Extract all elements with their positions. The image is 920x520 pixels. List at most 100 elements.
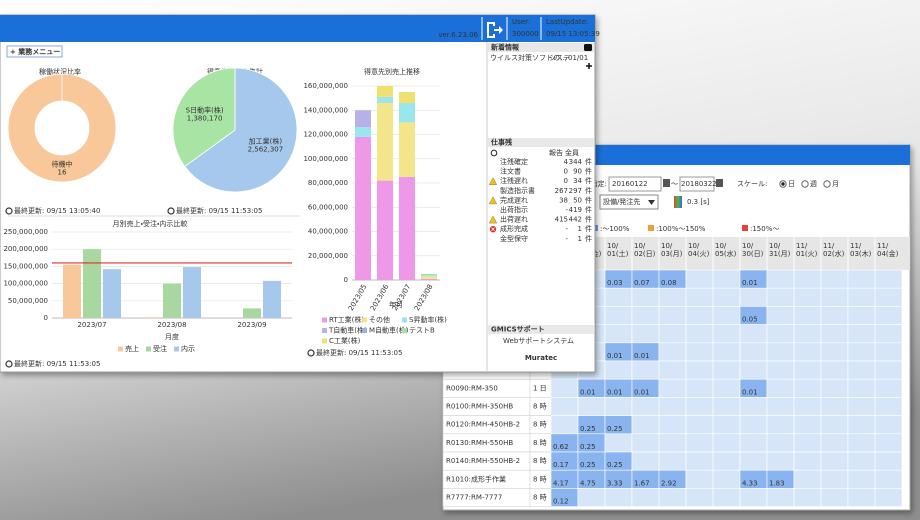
bar [83, 249, 101, 318]
schedule-cell [685, 269, 714, 289]
add-icon[interactable] [586, 63, 592, 69]
schedule-cell [820, 433, 849, 453]
task-name[interactable]: 注文書 [500, 167, 521, 176]
update-label: LastUpdate: [546, 18, 588, 26]
legend-text: :100%～150% [656, 225, 706, 233]
target-select[interactable] [599, 194, 659, 210]
row-name[interactable]: R0130:RMH-550HB [446, 439, 513, 447]
schedule-cell [631, 415, 660, 435]
schedule-cell [820, 342, 849, 362]
cell-value: 0.03 [607, 279, 623, 287]
calendar-icon[interactable] [716, 179, 723, 187]
refresh-icon[interactable] [490, 149, 498, 157]
row-unit: 8 時 [533, 403, 547, 411]
task-name[interactable]: 成形完成 [500, 224, 528, 233]
pie-slice [7, 73, 117, 183]
scale-option: 週 [810, 179, 817, 188]
schedule-cell [604, 287, 633, 307]
edit-icon[interactable] [584, 44, 592, 51]
column-day: 01(火) [796, 250, 818, 258]
task-unit: 件 [585, 234, 592, 243]
x-axis-title: 年月 [389, 300, 403, 309]
schedule-cell [631, 397, 660, 416]
news-text[interactable]: ウイルス対策ソフトの... [490, 53, 567, 62]
date-from: 20160122 [612, 180, 648, 188]
schedule-cell [847, 324, 876, 344]
schedule-cell [712, 324, 741, 344]
support-logo[interactable]: Muratec [525, 354, 557, 362]
schedule-cell [766, 488, 795, 507]
column-day: 02(日) [634, 250, 656, 258]
date-separator: ～ [671, 180, 678, 188]
task-name[interactable]: 金型保守 [500, 234, 528, 243]
refresh-icon[interactable] [167, 207, 175, 215]
schedule-cell [658, 451, 687, 471]
y-tick-label: 120,000,000 [303, 131, 348, 139]
bar-segment [399, 122, 415, 177]
cell-value: 0.25 [607, 425, 623, 433]
schedule-cell [874, 378, 903, 398]
support-link[interactable]: Webサポートシステム [503, 337, 574, 345]
task-name[interactable]: 注残遅れ [500, 176, 528, 185]
y-tick-label: 60,000,000 [308, 203, 348, 211]
task-total: 419 [569, 206, 582, 214]
schedule-cell [658, 306, 687, 325]
row-unit: 8 時 [533, 439, 547, 447]
schedule-cell [820, 451, 849, 471]
row-name[interactable]: R7777:RM-7777 [446, 494, 502, 502]
schedule-cell [685, 397, 714, 416]
task-name[interactable]: 完成遅れ [500, 195, 528, 204]
refresh-icon[interactable] [5, 360, 13, 368]
refresh-icon[interactable] [5, 207, 13, 215]
schedule-cell [712, 360, 741, 380]
task-unit: 件 [585, 167, 592, 176]
schedule-cell [631, 306, 660, 325]
scale-radio[interactable] [823, 180, 831, 188]
schedule-cell [658, 360, 687, 380]
column-day: 01(土) [607, 249, 629, 258]
schedule-cell [793, 306, 822, 325]
schedule-cell [766, 324, 795, 344]
schedule-cell [820, 488, 849, 507]
schedule-cell [631, 488, 660, 507]
row-name[interactable]: R1010:成形手作業 [446, 474, 506, 483]
row-name[interactable]: R0100:RMH-350HB [446, 403, 513, 411]
task-report: 267 [555, 187, 568, 195]
task-unit: 件 [585, 195, 592, 204]
schedule-cell [820, 397, 849, 416]
bar [243, 308, 261, 318]
scale-radio[interactable] [801, 180, 809, 188]
date-input[interactable] [679, 176, 715, 192]
chart-title: 月別売上・受注・内示比較 [113, 219, 188, 228]
schedule-cell [685, 360, 714, 380]
task-total: 34 [573, 177, 582, 185]
schedule-cell [793, 324, 822, 344]
task-total: 1 [578, 225, 582, 233]
schedule-cell [793, 287, 822, 307]
row-name[interactable]: R0090:RM-350 [446, 384, 498, 392]
row-name[interactable]: R0140:RMH-550HB-2 [446, 457, 520, 465]
task-name[interactable]: 製造指示書 [500, 186, 535, 195]
y-tick-label: 20,000,000 [308, 252, 348, 260]
menu-button[interactable] [6, 45, 63, 58]
task-unit: 件 [585, 157, 592, 166]
task-unit: 件 [585, 205, 592, 214]
calendar-icon[interactable] [663, 179, 670, 187]
row-name[interactable]: R0120:RMH-450HB-2 [446, 421, 520, 429]
schedule-cell [847, 360, 876, 380]
slice-label: 加工業(株) [249, 136, 283, 145]
schedule-cell [820, 415, 849, 435]
menu-link[interactable]: + 業務メニュー [10, 47, 60, 56]
refresh-icon[interactable] [307, 349, 315, 357]
schedule-cell [658, 287, 687, 307]
task-name[interactable]: 出荷指示 [500, 205, 528, 214]
schedule-cell [712, 415, 741, 435]
cell-value: 0.01 [607, 352, 623, 360]
legend-marker [742, 225, 748, 231]
cell-value: 0.25 [580, 443, 596, 451]
task-name[interactable]: 注残確定 [500, 157, 528, 166]
date-input[interactable] [608, 176, 662, 192]
logout-icon[interactable] [487, 22, 503, 38]
task-name[interactable]: 出荷遅れ [500, 215, 528, 224]
schedule-cell [685, 415, 714, 435]
